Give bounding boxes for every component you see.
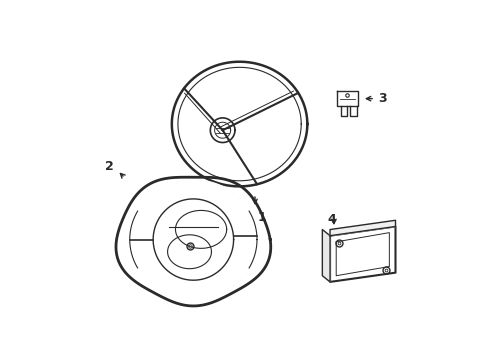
Text: 4: 4	[327, 213, 336, 226]
Text: 1: 1	[258, 211, 267, 224]
Text: 3: 3	[378, 92, 387, 105]
Polygon shape	[322, 230, 330, 282]
Polygon shape	[330, 220, 395, 236]
Polygon shape	[138, 180, 249, 224]
Polygon shape	[138, 255, 249, 299]
Text: 2: 2	[105, 160, 114, 173]
